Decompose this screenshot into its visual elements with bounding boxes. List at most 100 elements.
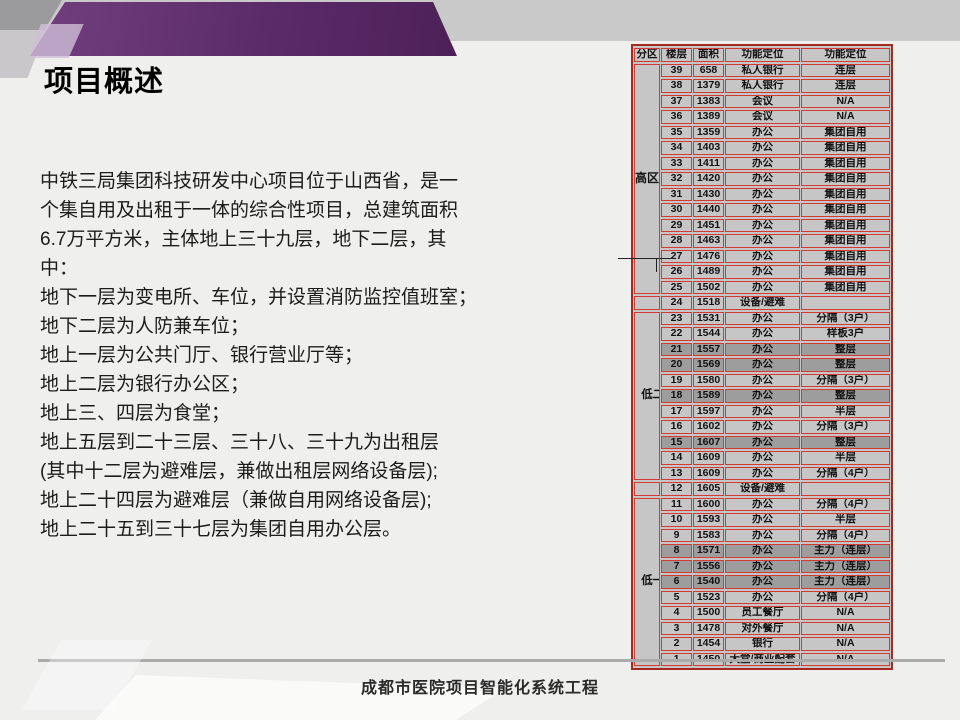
table-row: 17 1597 办公 半层 <box>634 404 891 418</box>
cell-layout: N/A <box>801 606 891 620</box>
table-row: 12 1605 设备/避难 <box>634 482 891 496</box>
cell-area: 1476 <box>693 249 725 263</box>
cell-floor: 13 <box>661 466 693 480</box>
cell-floor: 17 <box>661 404 693 418</box>
table-row: 34 1403 办公 集团自用 <box>634 141 891 155</box>
cell-floor: 2 <box>661 637 693 651</box>
zone-label: 低一区 <box>641 575 659 588</box>
cell-area: 1597 <box>693 404 725 418</box>
table-row: 20 1569 办公 整层 <box>634 358 891 372</box>
body-line: 个集自用及出租于一体的综合性项目，总建筑面积 <box>40 200 459 221</box>
cell-floor: 19 <box>661 373 693 387</box>
cell-floor: 31 <box>661 187 693 201</box>
cell-floor: 20 <box>661 358 693 372</box>
cell-func: 办公 <box>725 311 801 325</box>
cell-floor: 26 <box>661 265 693 279</box>
cell-floor: 28 <box>661 234 693 248</box>
cell-layout: N/A <box>801 94 891 108</box>
footer-text: 成都市医院项目智能化系统工程 <box>360 680 599 697</box>
cell-floor: 3 <box>661 621 693 635</box>
body-line: 中： <box>40 258 79 279</box>
cell-func: 办公 <box>725 156 801 170</box>
cell-layout: 整层 <box>801 389 891 403</box>
cell-area: 1359 <box>693 125 725 139</box>
body-line: 地上一层为公共门厅、银行营业厅等； <box>40 345 364 366</box>
cell-func: 办公 <box>725 280 801 294</box>
cell-floor: 5 <box>661 590 693 604</box>
table-header-floor: 楼层 <box>661 48 693 62</box>
cell-layout: 连层 <box>801 63 891 77</box>
table-row: 4 1500 员工餐厅 N/A <box>634 606 891 620</box>
table-row: 25 1502 办公 集团自用 <box>634 280 891 294</box>
cell-layout: 分隔（4户） <box>801 466 891 480</box>
cell-layout: 分隔（3户） <box>801 311 891 325</box>
cell-func: 设备/避难 <box>725 296 801 310</box>
cell-layout: 整层 <box>801 358 891 372</box>
cell-area: 1440 <box>693 203 725 217</box>
cell-floor: 12 <box>661 482 693 496</box>
cell-layout: 集团自用 <box>801 234 891 248</box>
table-row: 9 1583 办公 分隔（4户） <box>634 528 891 542</box>
cell-floor: 37 <box>661 94 693 108</box>
body-line: 地下二层为人防兼车位； <box>40 316 250 337</box>
body-line: 中铁三局集团科技研发中心项目位于山西省，是一 <box>40 171 459 192</box>
cell-layout: 分隔（3户） <box>801 373 891 387</box>
table-row: 35 1359 办公 集团自用 <box>634 125 891 139</box>
cell-func: 办公 <box>725 559 801 573</box>
cell-floor: 33 <box>661 156 693 170</box>
cell-floor: 14 <box>661 451 693 465</box>
cell-area: 1580 <box>693 373 725 387</box>
cell-layout: 连层 <box>801 79 891 93</box>
table-row: 27 1476 办公 集团自用 <box>634 249 891 263</box>
zone-cell: 低一区 <box>634 497 661 666</box>
cell-func: 私人银行 <box>725 63 801 77</box>
cell-area: 1589 <box>693 389 725 403</box>
cell-area: 1518 <box>693 296 725 310</box>
floor-table-wrap: 分区 楼层 面积 功能定位 功能定位 高区 39 658 私人银行 连层 38 1379 私人… <box>631 44 894 670</box>
cell-layout <box>801 296 891 310</box>
cell-layout: 主力（连层） <box>801 575 891 589</box>
cell-func: 办公 <box>725 203 801 217</box>
cell-floor: 39 <box>661 63 693 77</box>
cell-func: 办公 <box>725 218 801 232</box>
annotation-tick <box>656 258 657 272</box>
table-row: 33 1411 办公 集团自用 <box>634 156 891 170</box>
cell-layout: 分隔（4户） <box>801 528 891 542</box>
zone-cell <box>634 296 661 310</box>
table-header-func: 功能定位 <box>725 48 801 62</box>
table-row: 26 1489 办公 集团自用 <box>634 265 891 279</box>
cell-area: 1609 <box>693 451 725 465</box>
table-row: 37 1383 会议 N/A <box>634 94 891 108</box>
floor-table: 分区 楼层 面积 功能定位 功能定位 高区 39 658 私人银行 连层 38 1379 私人… <box>631 44 894 670</box>
table-row: 8 1571 办公 主力（连层） <box>634 544 891 558</box>
cell-func: 对外餐厅 <box>725 621 801 635</box>
page-title: 项目概述 <box>44 66 165 98</box>
cell-floor: 34 <box>661 141 693 155</box>
table-row: 高区 39 658 私人银行 连层 <box>634 63 891 294</box>
table-row: 18 1589 办公 整层 <box>634 389 891 403</box>
cell-area: 1531 <box>693 311 725 325</box>
table-row: 3 1478 对外餐厅 N/A <box>634 621 891 635</box>
cell-area: 1403 <box>693 141 725 155</box>
cell-func: 办公 <box>725 187 801 201</box>
cell-func: 办公 <box>725 544 801 558</box>
cell-area: 1571 <box>693 544 725 558</box>
cell-area: 1430 <box>693 187 725 201</box>
table-row: 30 1440 办公 集团自用 <box>634 203 891 217</box>
cell-area: 1389 <box>693 110 725 124</box>
cell-area: 1600 <box>693 497 725 511</box>
cell-layout: 整层 <box>801 435 891 449</box>
cell-layout: 分隔（4户） <box>801 497 891 511</box>
cell-func: 会议 <box>725 94 801 108</box>
cell-func: 办公 <box>725 249 801 263</box>
cell-layout: 主力（连层） <box>801 544 891 558</box>
cell-floor: 25 <box>661 280 693 294</box>
cell-func: 设备/避难 <box>725 482 801 496</box>
zone-cell: 低二区 <box>634 311 661 480</box>
title-banner <box>30 2 457 56</box>
zone-label: 高区 <box>635 171 660 185</box>
cell-layout: 分隔（4户） <box>801 590 891 604</box>
cell-layout: 集团自用 <box>801 280 891 294</box>
cell-layout: 分隔（3户） <box>801 420 891 434</box>
